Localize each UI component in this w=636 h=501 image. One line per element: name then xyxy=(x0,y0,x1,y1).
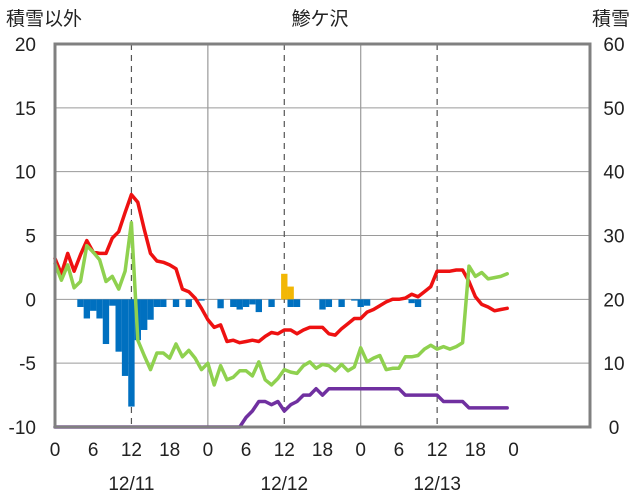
left-tick-label: 20 xyxy=(15,35,36,56)
bar xyxy=(357,299,364,307)
bar xyxy=(115,299,122,352)
left-tick-label: 0 xyxy=(25,290,36,311)
bar xyxy=(242,299,250,307)
x-tick-label: 6 xyxy=(394,440,405,461)
series-lines xyxy=(53,192,509,429)
bar xyxy=(287,299,294,307)
left-axis-title: 積雪以外 xyxy=(6,8,82,30)
bar xyxy=(408,299,415,304)
date-label: 12/12 xyxy=(261,474,309,495)
x-tick-label: 18 xyxy=(312,440,333,461)
bar xyxy=(147,299,154,320)
left-tick-label: 10 xyxy=(15,163,36,184)
bar xyxy=(185,299,192,307)
right-tick-label: 20 xyxy=(603,290,624,311)
right-tick-label: 60 xyxy=(603,35,624,56)
bar xyxy=(140,299,148,330)
x-tick-label: 18 xyxy=(465,440,486,461)
x-tick-label: 0 xyxy=(508,440,519,461)
bar xyxy=(414,299,422,307)
bar xyxy=(230,299,237,307)
right-axis-title: 積雪 xyxy=(592,8,630,30)
bar xyxy=(351,299,358,301)
bar xyxy=(96,299,103,319)
bar xyxy=(217,299,224,309)
left-tick-label: 5 xyxy=(25,227,36,248)
bar xyxy=(102,299,110,345)
right-tick-label: 0 xyxy=(609,418,620,439)
bar xyxy=(325,299,333,307)
bar xyxy=(236,299,243,310)
x-tick-label: 6 xyxy=(241,440,252,461)
plot-frame xyxy=(53,42,592,429)
x-tick-label: 12 xyxy=(274,440,295,461)
bar xyxy=(255,299,262,313)
left-tick-label: -10 xyxy=(9,418,36,439)
bar xyxy=(293,299,301,307)
bar xyxy=(121,299,129,376)
x-tick-label: 0 xyxy=(355,440,366,461)
x-tick-label: 0 xyxy=(203,440,214,461)
right-tick-label: 50 xyxy=(603,99,624,120)
bar xyxy=(287,286,294,300)
bar xyxy=(160,299,167,307)
right-tick-label: 10 xyxy=(603,354,624,375)
bar xyxy=(153,299,161,307)
x-tick-label: 6 xyxy=(88,440,99,461)
x-tick-label: 0 xyxy=(50,440,61,461)
bar xyxy=(319,299,326,310)
bar xyxy=(83,299,91,319)
bar xyxy=(90,299,97,311)
plot-border xyxy=(53,42,592,429)
series-line xyxy=(53,220,509,387)
x-tick-label: 12 xyxy=(121,440,142,461)
bar xyxy=(109,299,116,306)
bar xyxy=(77,299,84,307)
series-line xyxy=(53,386,509,429)
chart-title: 鯵ケ沢 xyxy=(291,8,348,30)
bar xyxy=(281,273,288,300)
right-tick-label: 30 xyxy=(603,227,624,248)
bar xyxy=(198,299,205,301)
x-tick-label: 18 xyxy=(159,440,180,461)
series-line xyxy=(53,192,509,345)
bar xyxy=(363,299,371,306)
right-tick-label: 40 xyxy=(603,163,624,184)
left-tick-label: -5 xyxy=(19,354,36,375)
bar xyxy=(249,299,256,305)
bar xyxy=(172,299,180,307)
bar xyxy=(268,299,275,307)
bars xyxy=(77,273,422,407)
x-tick-label: 12 xyxy=(427,440,448,461)
bar xyxy=(128,299,135,407)
left-tick-label: 15 xyxy=(15,99,36,120)
date-label: 12/11 xyxy=(108,474,154,495)
date-label: 12/13 xyxy=(413,474,461,495)
bar xyxy=(338,299,345,307)
